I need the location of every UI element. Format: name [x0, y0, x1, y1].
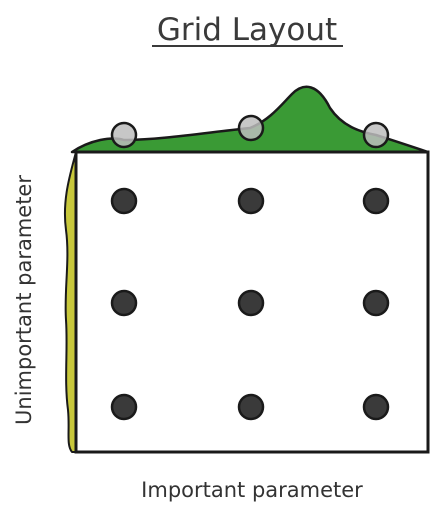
- grid-sample-r1-c2: [237, 187, 265, 215]
- y-axis-label: Unimportant parameter: [12, 175, 36, 425]
- x-axis-label: Important parameter: [141, 478, 363, 502]
- diagram-title: Grid Layout: [157, 12, 337, 48]
- projected-sample-3: [362, 121, 390, 149]
- grid-sample-r2-c1: [110, 289, 138, 317]
- projected-samples: [110, 114, 390, 149]
- grid-samples: [110, 187, 390, 421]
- projected-sample-2: [237, 114, 265, 142]
- grid-sample-r2-c3: [362, 289, 390, 317]
- grid-sample-r2-c2: [237, 289, 265, 317]
- grid-sample-r1-c3: [362, 187, 390, 215]
- grid-sample-r3-c2: [237, 393, 265, 421]
- unimportant-parameter-distribution: [63, 151, 77, 453]
- grid-sample-r1-c1: [110, 187, 138, 215]
- grid-sample-r3-c1: [110, 393, 138, 421]
- projected-sample-1: [110, 121, 138, 149]
- grid-sample-r3-c3: [362, 393, 390, 421]
